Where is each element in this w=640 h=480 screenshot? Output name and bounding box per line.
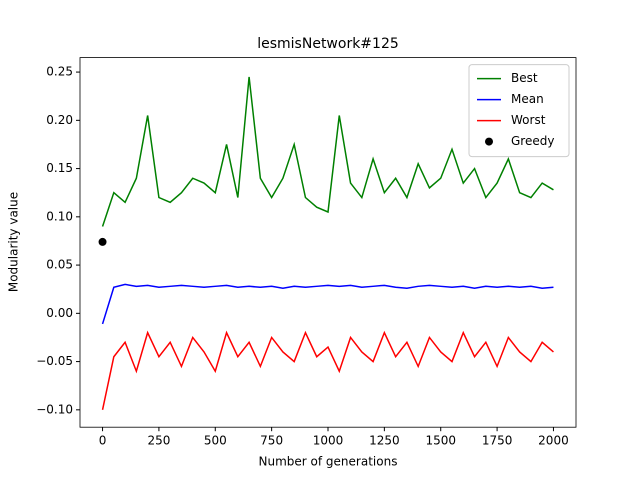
x-tick-label: 1500 — [425, 434, 456, 448]
x-tick-label: 2000 — [538, 434, 569, 448]
legend-label: Greedy — [511, 134, 554, 148]
y-tick-label: 0.20 — [46, 113, 73, 127]
x-tick-label: 250 — [147, 434, 170, 448]
point — [98, 237, 107, 246]
x-tick-label: 500 — [204, 434, 227, 448]
y-tick-label: −0.10 — [36, 402, 73, 416]
line — [101, 283, 554, 325]
x-tick-label: 1750 — [482, 434, 513, 448]
legend-box — [468, 64, 570, 158]
legend-label: Mean — [511, 92, 544, 106]
plot-frame — [79, 57, 577, 428]
y-tick-label: 0.25 — [46, 65, 73, 79]
x-axis-label: Number of generations — [259, 455, 398, 469]
y-tick-label: 0.10 — [46, 209, 73, 223]
legend-marker — [485, 137, 493, 146]
y-axis-label: Modularity value — [7, 192, 21, 292]
line — [101, 76, 554, 227]
y-tick-label: −0.05 — [36, 354, 73, 368]
legend-label: Worst — [511, 113, 546, 127]
y-tick-label: 0.05 — [46, 258, 73, 272]
x-tick-label: 1250 — [369, 434, 400, 448]
x-tick-label: 1000 — [313, 434, 344, 448]
y-tick-label: 0.15 — [46, 161, 73, 175]
legend-label: Best — [511, 71, 538, 85]
y-tick-label: 0.00 — [46, 306, 73, 320]
chart-title: lesmisNetwork#125 — [257, 36, 399, 52]
line — [101, 330, 554, 410]
x-tick-label: 0 — [99, 434, 107, 448]
x-tick-label: 750 — [260, 434, 283, 448]
